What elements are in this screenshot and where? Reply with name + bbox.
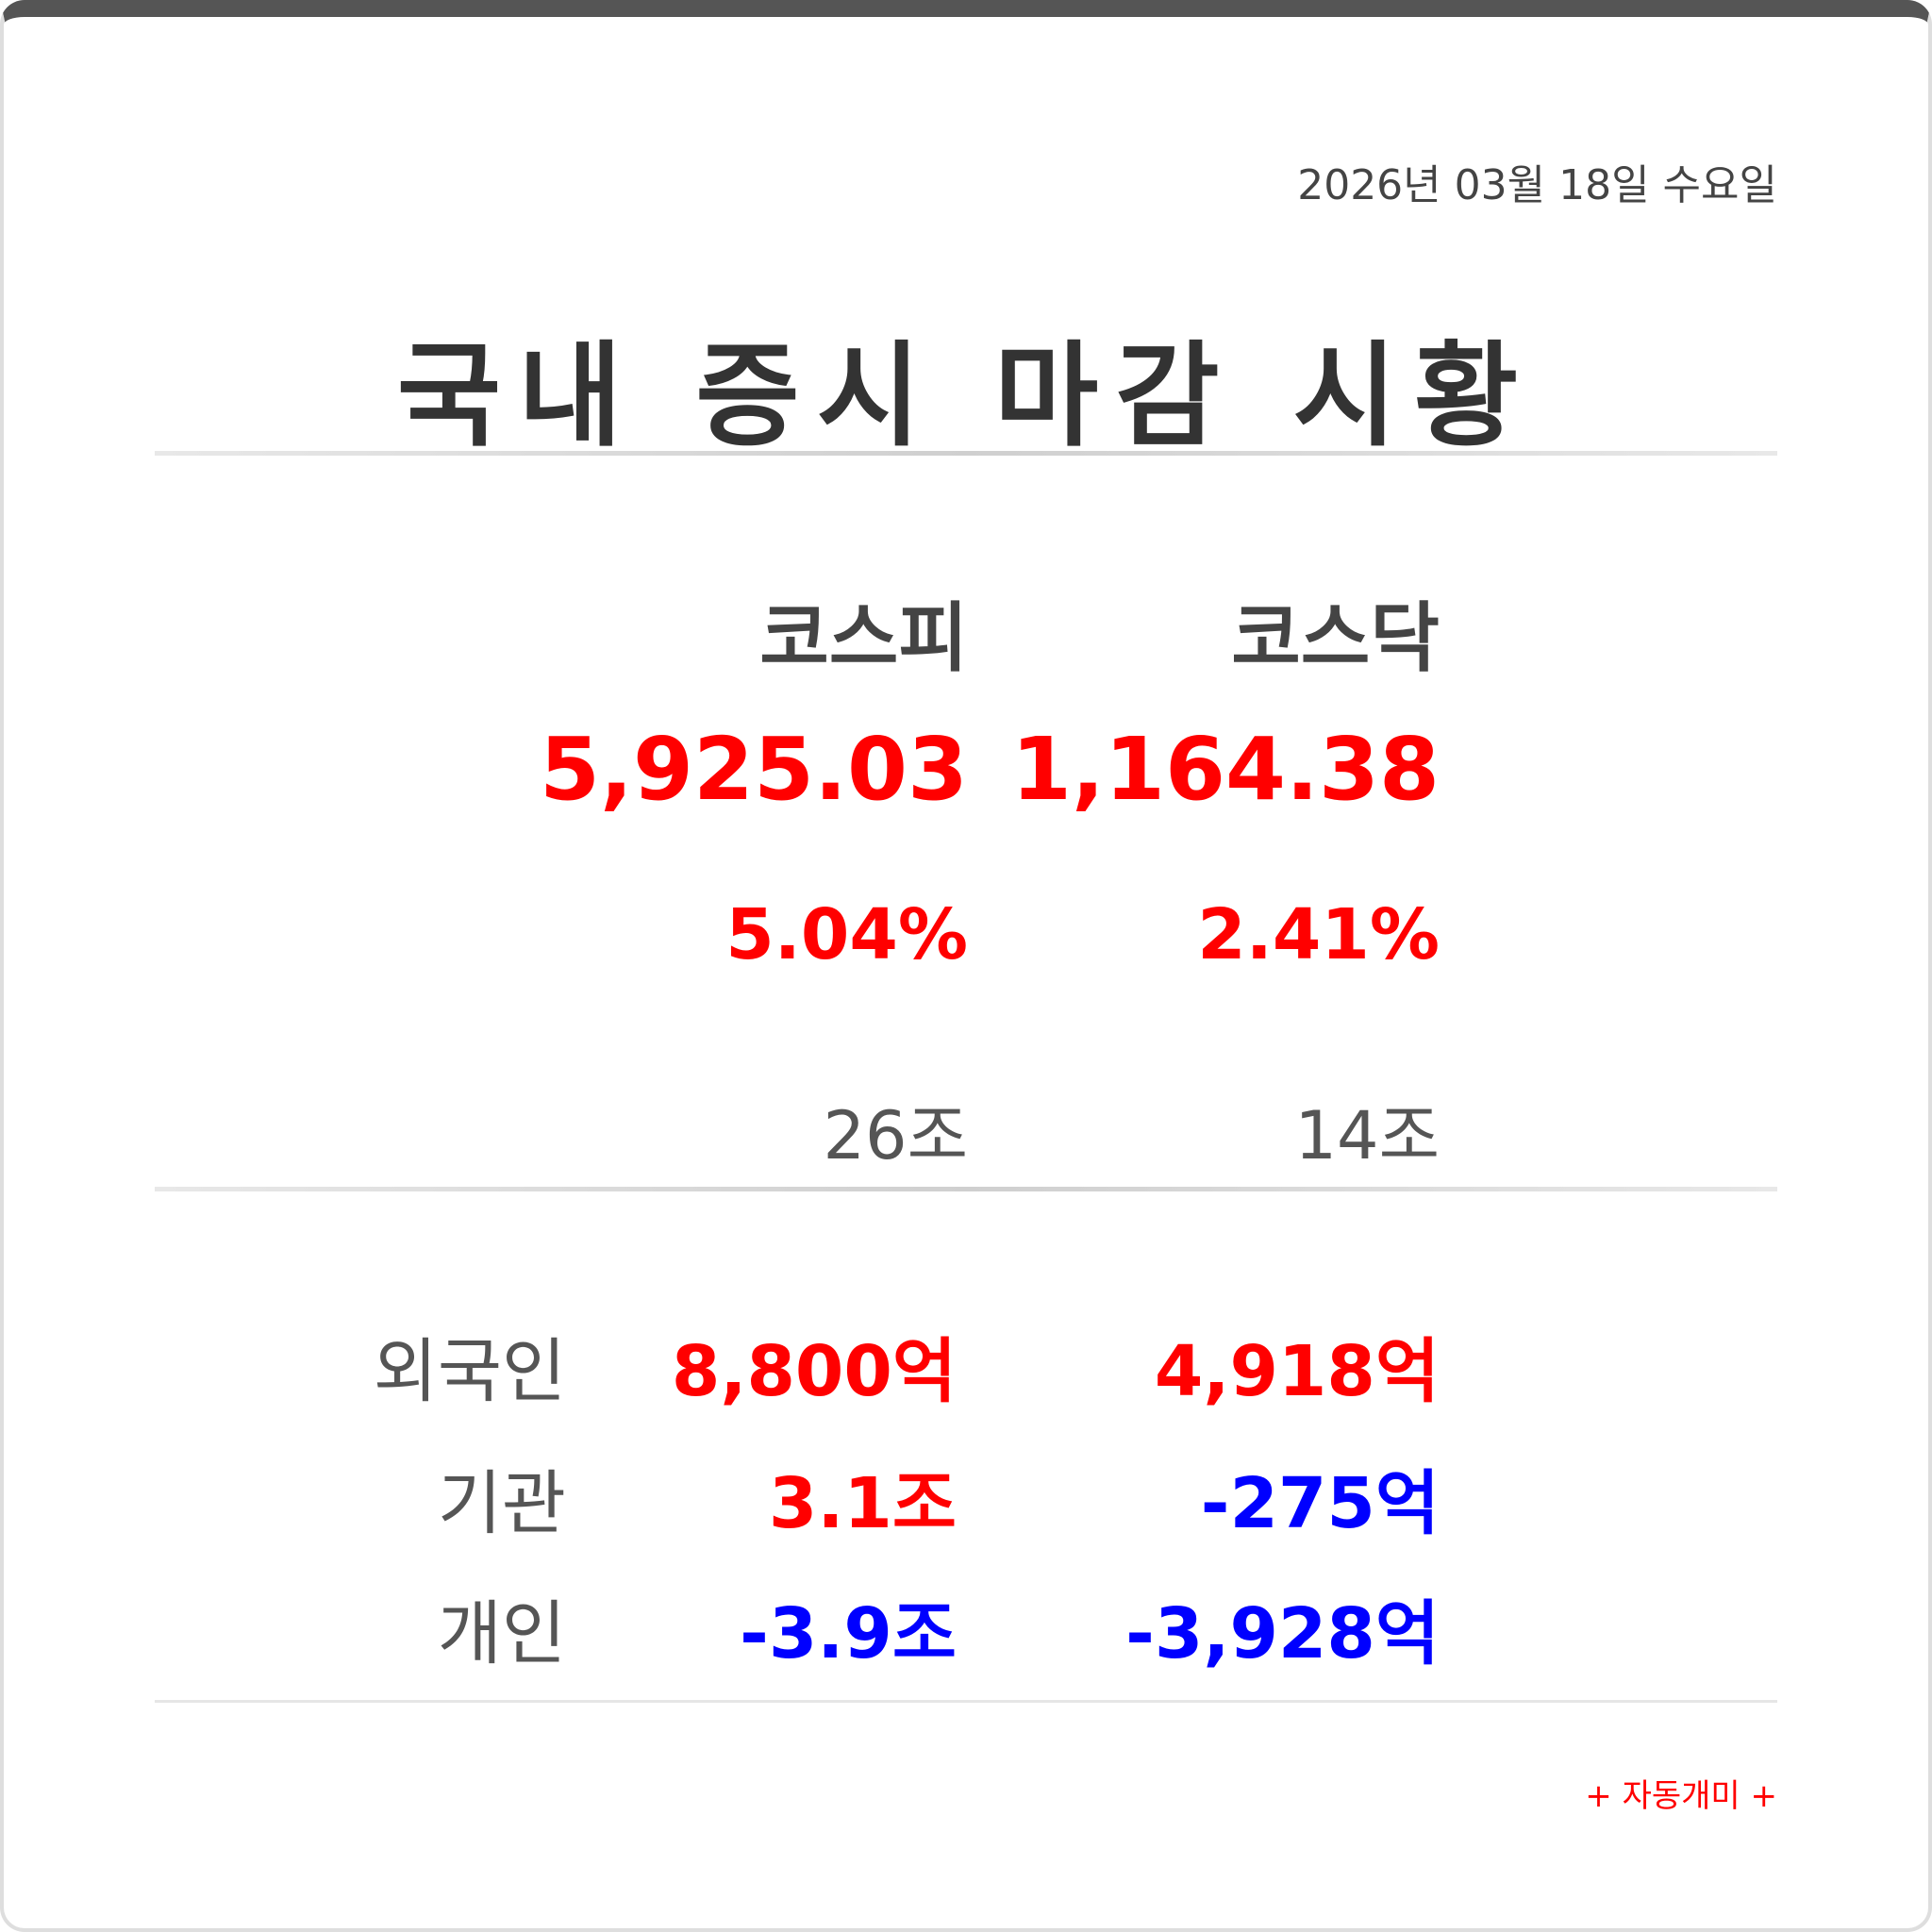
kosdaq-index-value: 1,164.38 bbox=[1011, 719, 1440, 820]
kosdaq-change-percent: 2.41% bbox=[1197, 894, 1440, 975]
investor-label-institution: 기관 bbox=[437, 1463, 566, 1544]
kospi-header: 코스피 bbox=[759, 594, 968, 682]
foreign-kosdaq-net: 4,918억 bbox=[1154, 1331, 1440, 1412]
kosdaq-header: 코스닥 bbox=[1231, 594, 1440, 682]
foreign-kospi-net: 8,800억 bbox=[671, 1331, 957, 1412]
kospi-change-percent: 5.04% bbox=[725, 894, 968, 975]
investor-label-individual: 개인 bbox=[437, 1593, 566, 1674]
individual-kosdaq-net: -3,928억 bbox=[1125, 1593, 1440, 1674]
title-divider bbox=[155, 451, 1777, 456]
page-title: 국내 증시 마감 시황 bbox=[396, 331, 1536, 462]
kospi-index-value: 5,925.03 bbox=[540, 719, 968, 820]
institution-kospi-net: 3.1조 bbox=[768, 1463, 957, 1544]
market-divider bbox=[155, 1187, 1777, 1191]
investor-divider bbox=[155, 1700, 1777, 1703]
footer-brand: + 자동개미 + bbox=[1585, 1777, 1777, 1815]
report-date: 2026년 03월 18일 수요일 bbox=[1297, 161, 1777, 209]
investor-label-foreign: 외국인 bbox=[373, 1331, 566, 1412]
individual-kospi-net: -3.9조 bbox=[740, 1593, 957, 1674]
kospi-trading-volume: 26조 bbox=[823, 1097, 968, 1174]
kosdaq-trading-volume: 14조 bbox=[1294, 1097, 1440, 1174]
institution-kosdaq-net: -275억 bbox=[1200, 1463, 1440, 1544]
